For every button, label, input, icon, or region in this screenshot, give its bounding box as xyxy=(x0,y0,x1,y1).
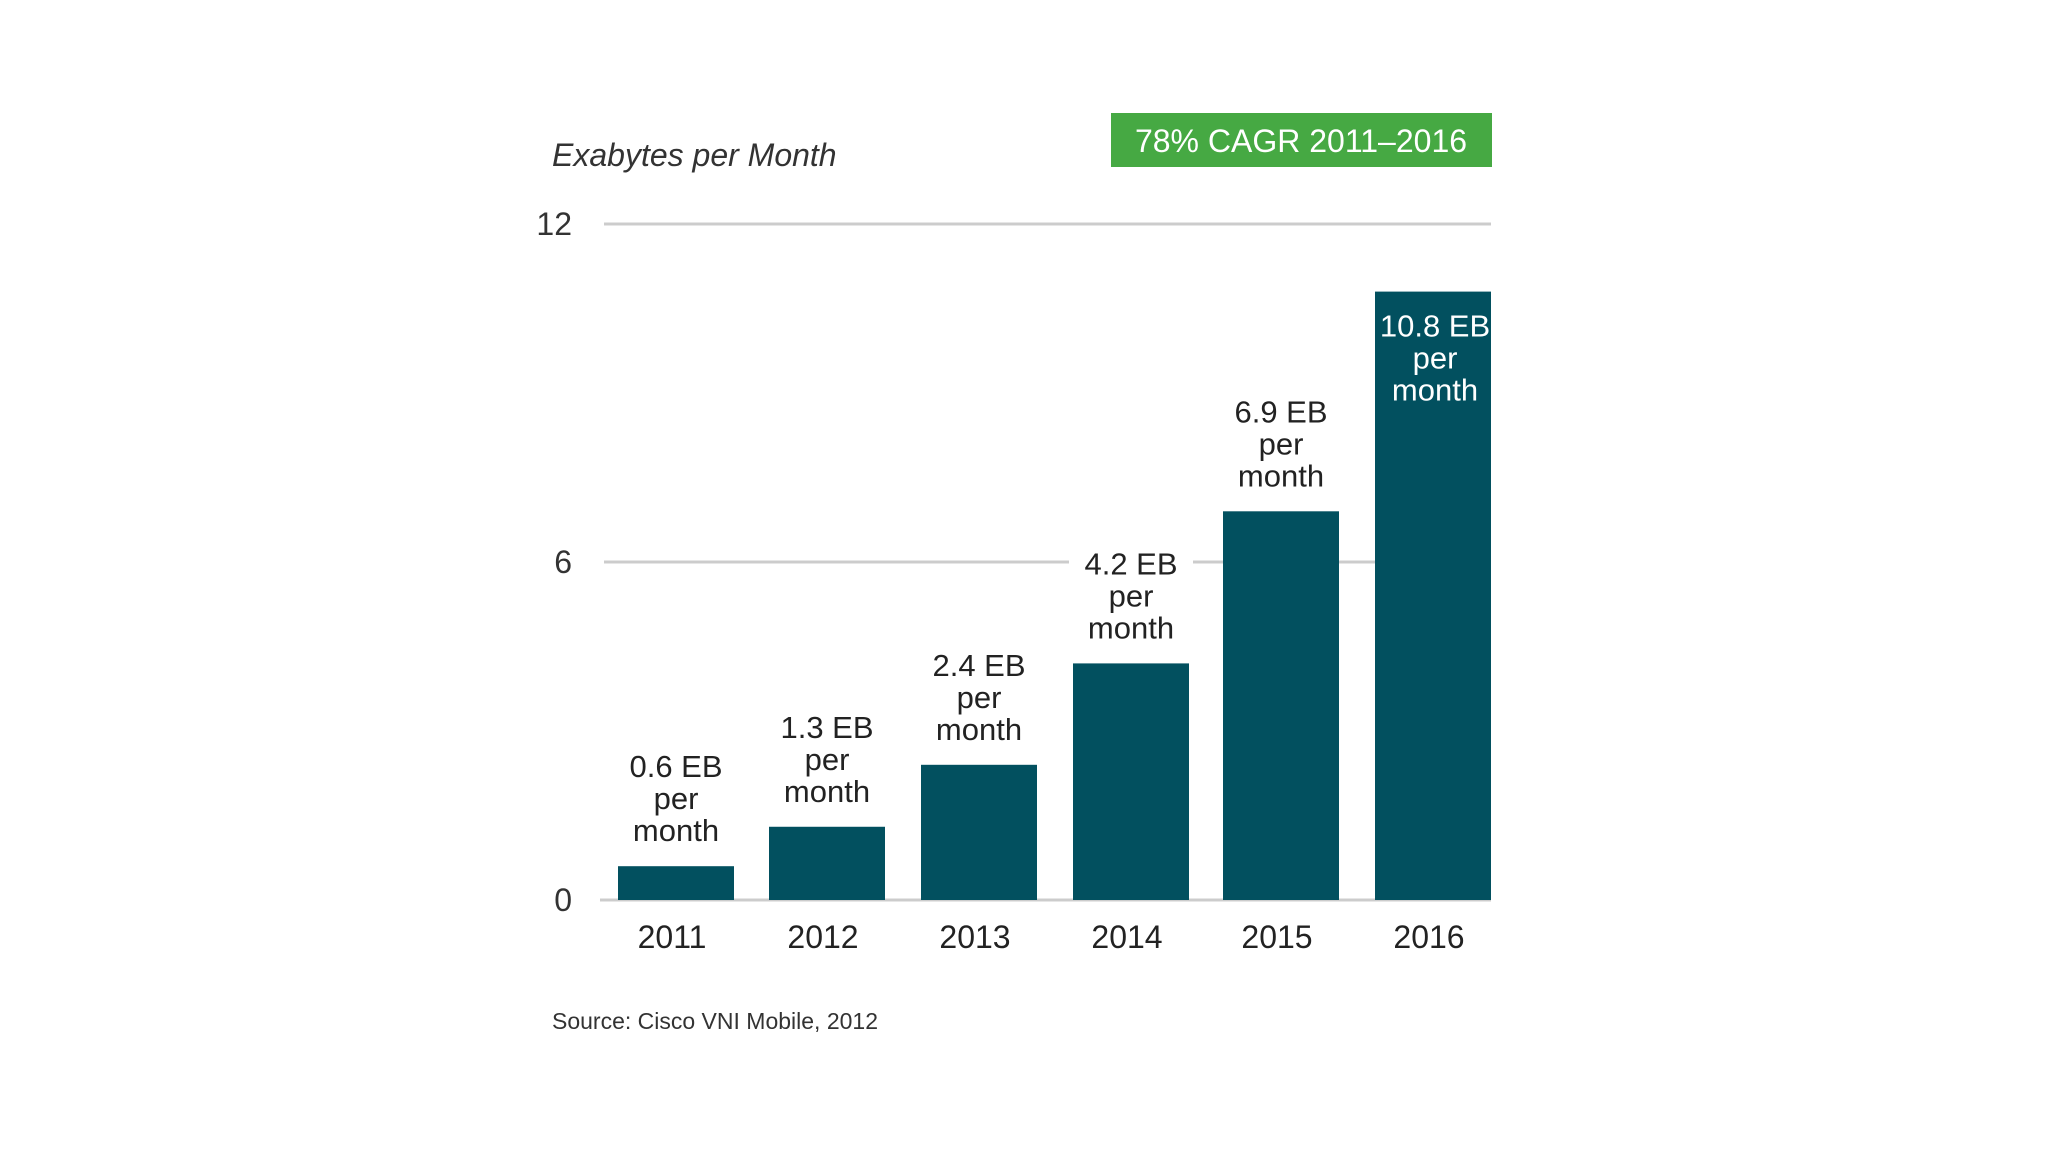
x-tick-label: 2016 xyxy=(1393,919,1464,955)
bar-2011 xyxy=(618,866,734,900)
y-tick-label: 12 xyxy=(536,206,572,242)
cagr-badge-text: 78% CAGR 2011–2016 xyxy=(1135,123,1467,159)
source-note: Source: Cisco VNI Mobile, 2012 xyxy=(552,1008,878,1034)
bar-2013 xyxy=(921,764,1037,900)
bar-2014 xyxy=(1073,663,1189,900)
y-axis-title: Exabytes per Month xyxy=(552,137,837,173)
bar-2015 xyxy=(1223,511,1339,900)
bar-2016 xyxy=(1375,291,1491,901)
x-tick-label: 2013 xyxy=(939,919,1010,955)
data-label-2015: 6.9 EB per month xyxy=(1234,394,1327,493)
y-tick-label: 6 xyxy=(554,544,572,580)
data-label-2014: 4.2 EB per month xyxy=(1084,546,1177,645)
bar-2012 xyxy=(769,826,885,900)
data-label-2011: 0.6 EB per month xyxy=(629,749,722,848)
x-tick-label: 2011 xyxy=(638,919,707,955)
data-label-2012: 1.3 EB per month xyxy=(780,710,873,809)
y-tick-label: 0 xyxy=(554,882,572,918)
data-label-2016: 10.8 EB per month xyxy=(1380,309,1490,408)
x-tick-label: 2015 xyxy=(1241,919,1312,955)
x-tick-label: 2014 xyxy=(1091,919,1162,955)
data-label-2013: 2.4 EB per month xyxy=(932,648,1025,747)
x-tick-label: 2012 xyxy=(787,919,858,955)
gridline-gap xyxy=(1069,558,1193,566)
cagr-badge xyxy=(1111,113,1492,167)
